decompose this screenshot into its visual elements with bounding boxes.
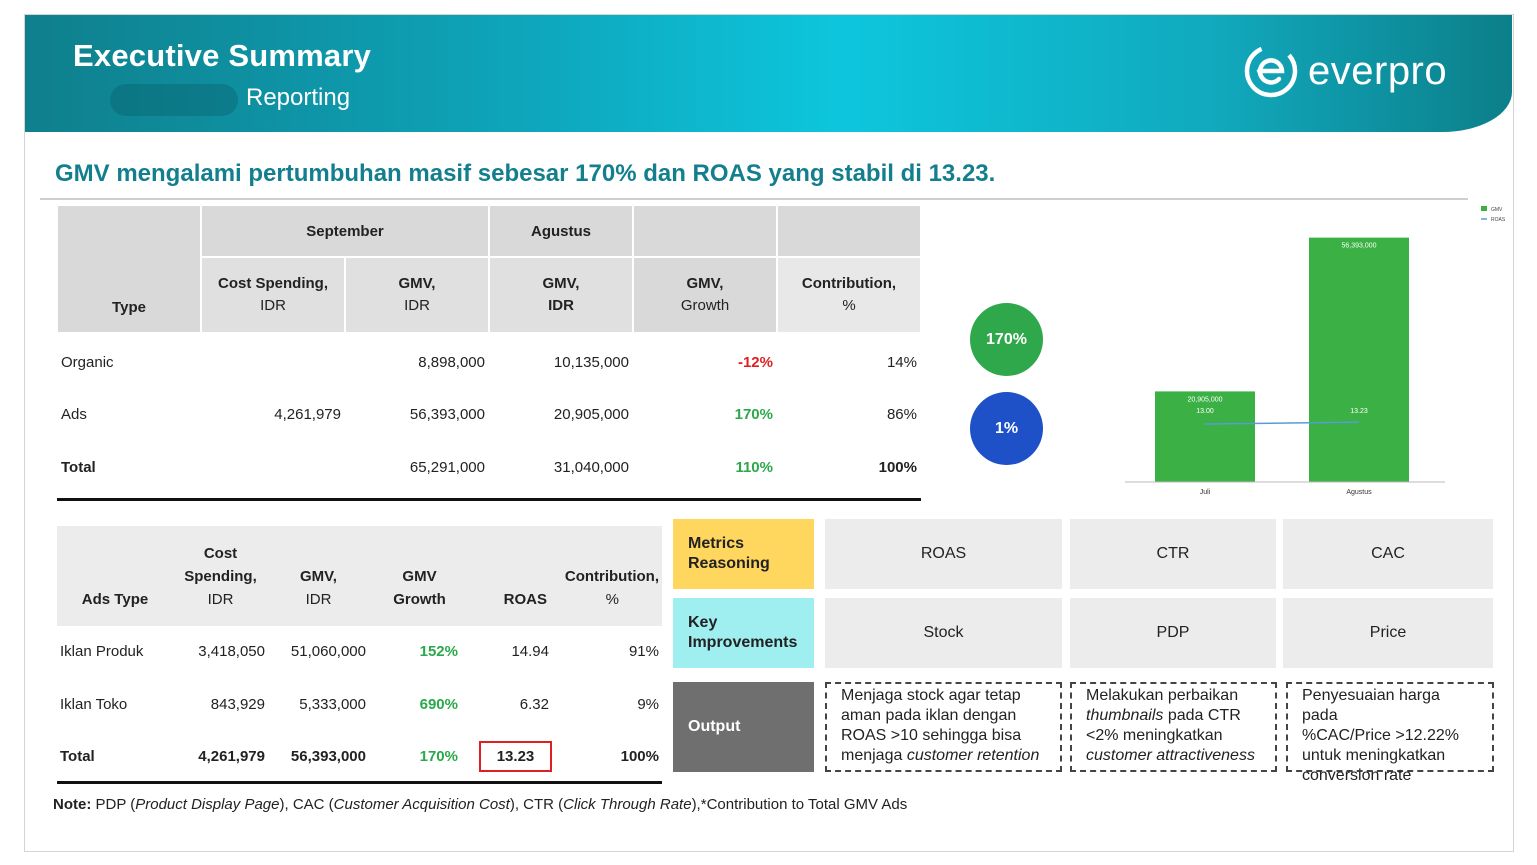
cell-growth: 690% [419, 695, 458, 713]
table-row-total: Total 4,261,979 56,393,000 170% 13.23 10… [57, 732, 662, 784]
col-contribution: Contribution,% [777, 257, 921, 333]
cell-contrib: 14% [886, 353, 917, 371]
everpro-logo-text: everpro [1308, 48, 1448, 93]
col-gmv-agustus: GMV, IDR [489, 257, 633, 333]
divider [40, 198, 1468, 200]
cell-cost: 4,261,979 [274, 405, 341, 423]
col-contribution: Contribution,% [564, 568, 659, 608]
cell-type: Organic [61, 353, 114, 371]
bar-data-label: 20,905,000 [1187, 396, 1222, 403]
roas-change-badge: 1% [970, 392, 1043, 465]
col-roas: ROAS [503, 591, 547, 608]
legend-gmv-label: GMV [1491, 207, 1503, 213]
col-cost-spending: Cost Spending, IDR [201, 257, 345, 333]
cell-gmv-aug: 10,135,000 [553, 353, 629, 371]
table-row: Iklan Toko 843,929 5,333,000 690% 6.32 9… [57, 676, 662, 732]
roas-data-label: 13.23 [1350, 408, 1368, 415]
cell-growth: 110% [633, 437, 777, 501]
header-banner [25, 15, 1512, 132]
table-row-total: Total 65,291,000 31,040,000 110% 100% [57, 437, 921, 501]
cell-cost: 843,929 [210, 695, 265, 713]
key-improvements-label: Key Improvements [673, 598, 814, 668]
cell-growth: 152% [419, 642, 458, 660]
header-blank [633, 205, 777, 257]
improvement-stock: Stock [825, 598, 1062, 668]
cell-gmv-aug: 20,905,000 [553, 405, 629, 423]
col-gmv-growth: GMV, Growth [633, 257, 777, 333]
col-cost: Cost Spending, IDR [184, 544, 257, 608]
metric-roas: ROAS [825, 519, 1062, 589]
headline: GMV mengalami pertumbuhan masif sebesar … [55, 160, 996, 187]
cell-roas: 6.32 [519, 695, 549, 713]
output-price: Penyesuaian harga pada %CAC/Price >12.22%… [1286, 682, 1494, 784]
cell-gmv-aug: 31,040,000 [489, 437, 633, 501]
legend-gmv-swatch [1481, 206, 1487, 211]
ads-type-table: Ads Type Cost Spending, IDR GMV, IDR GMV Gro… [57, 526, 662, 784]
metrics-reasoning-label: Metrics Reasoning [673, 519, 814, 589]
roas-data-label: 13.00 [1196, 408, 1214, 415]
x-tick-label: Juli [1200, 489, 1211, 496]
improvement-pdp: PDP [1070, 598, 1276, 668]
group-september: September [201, 205, 489, 257]
legend-roas-label: ROAS [1491, 217, 1506, 223]
cell-type: Total [57, 437, 201, 501]
bar-gmv-agustus [1309, 237, 1409, 482]
col-type: Type [57, 205, 201, 333]
table-row: Organic 8,898,000 10,135,000 -12% 14% [57, 333, 921, 391]
gmv-type-table: Type September Agustus Cost Spending, IDR… [57, 205, 921, 501]
everpro-logo: everpro [1244, 44, 1447, 98]
redacted-patch [110, 84, 238, 116]
bar-data-label: 56,393,000 [1341, 243, 1376, 250]
page-subtitle: Reporting [246, 84, 351, 111]
cell-cost: 3,418,050 [198, 642, 265, 660]
cell-type: Total [57, 732, 173, 784]
cell-contrib: 100% [777, 437, 921, 501]
cell-growth: 170% [734, 405, 773, 423]
cell-roas: 14.94 [511, 642, 549, 660]
output-stock: Menjaga stock agar tetap aman pada iklan … [825, 682, 1062, 772]
cell-contrib: 86% [886, 405, 917, 423]
cell-type: Ads [61, 405, 87, 423]
cell-type: Iklan Toko [60, 695, 128, 713]
improvement-price: Price [1283, 598, 1493, 668]
output-label: Output [673, 682, 814, 772]
cell-cost: 4,261,979 [173, 732, 268, 784]
cell-type: Iklan Produk [60, 642, 144, 660]
cell-contrib: 100% [561, 732, 662, 784]
roas-line [1204, 421, 1360, 425]
cell-gmv-sep: 65,291,000 [345, 437, 489, 501]
cell-gmv: 5,333,000 [299, 695, 366, 713]
col-ads-type: Ads Type [81, 591, 149, 608]
gmv-roas-chart: 20,905,000 13.00 Juli 56,393,000 13.23 Agustu… [1125, 206, 1506, 496]
output-pdp: Melakukan perbaikan thumbnails pada CTR <2… [1070, 682, 1277, 772]
col-gmv-september: GMV, IDR [345, 257, 489, 333]
table-row: Ads 4,261,979 56,393,000 20,905,000 170%… [57, 391, 921, 437]
cell-gmv-sep: 56,393,000 [409, 405, 485, 423]
page-title: Executive Summary [73, 38, 372, 73]
metric-cac: CAC [1283, 519, 1493, 589]
header-blank [777, 205, 921, 257]
cell-growth: -12% [737, 353, 773, 371]
metric-ctr: CTR [1070, 519, 1276, 589]
bar-gmv-juli [1155, 391, 1255, 482]
cell-growth: 170% [369, 732, 470, 784]
cell-gmv: 51,060,000 [290, 642, 366, 660]
group-agustus: Agustus [489, 205, 633, 257]
everpro-logo-icon [1244, 44, 1298, 98]
col-growth: GMV Growth [393, 568, 446, 608]
table-row: Iklan Produk 3,418,050 51,060,000 152% 1… [57, 626, 662, 676]
cell-contrib: 91% [628, 642, 659, 660]
roas-highlight-box: 13.23 [478, 741, 553, 772]
cell-cost [201, 437, 345, 501]
cell-roas-highlight: 13.23 [470, 732, 561, 784]
col-gmv: GMV, IDR [300, 568, 337, 608]
growth-badge: 170% [970, 303, 1043, 376]
cell-cost [201, 333, 345, 391]
cell-contrib: 9% [637, 695, 659, 713]
footnote: Note: PDP (Product Display Page), CAC (C… [53, 796, 908, 813]
x-tick-label: Agustus [1346, 489, 1372, 496]
cell-gmv-sep: 8,898,000 [418, 353, 485, 371]
cell-gmv: 56,393,000 [268, 732, 369, 784]
